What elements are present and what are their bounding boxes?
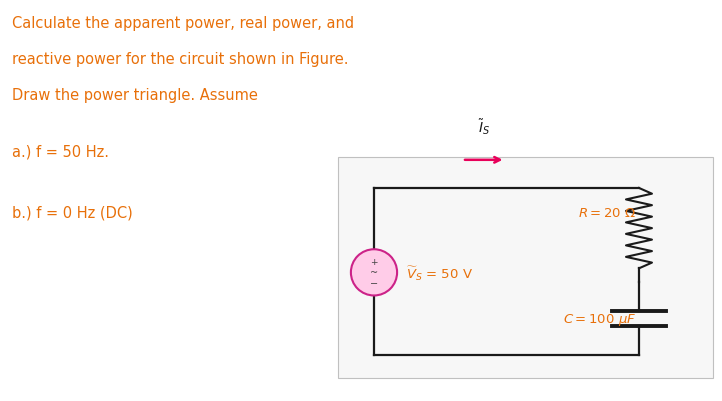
Text: reactive power for the circuit shown in Figure.: reactive power for the circuit shown in … — [12, 52, 349, 67]
Text: +: + — [370, 258, 378, 267]
Text: $\widetilde{I}_S$: $\widetilde{I}_S$ — [478, 116, 490, 136]
Text: a.) f = 50 Hz.: a.) f = 50 Hz. — [12, 144, 109, 159]
Text: ~: ~ — [370, 268, 378, 277]
Text: Calculate the apparent power, real power, and: Calculate the apparent power, real power… — [12, 16, 355, 31]
Ellipse shape — [351, 250, 397, 296]
Text: −: − — [370, 278, 378, 288]
Text: Draw the power triangle. Assume: Draw the power triangle. Assume — [12, 88, 258, 103]
Text: b.) f = 0 Hz (DC): b.) f = 0 Hz (DC) — [12, 205, 133, 219]
Text: $R = 20\ \Omega$: $R = 20\ \Omega$ — [578, 206, 636, 219]
Text: $C = 100\ \mu F$: $C = 100\ \mu F$ — [563, 311, 637, 327]
FancyBboxPatch shape — [338, 157, 713, 378]
Text: $\widetilde{V}_S$ = 50 V: $\widetilde{V}_S$ = 50 V — [406, 263, 473, 282]
